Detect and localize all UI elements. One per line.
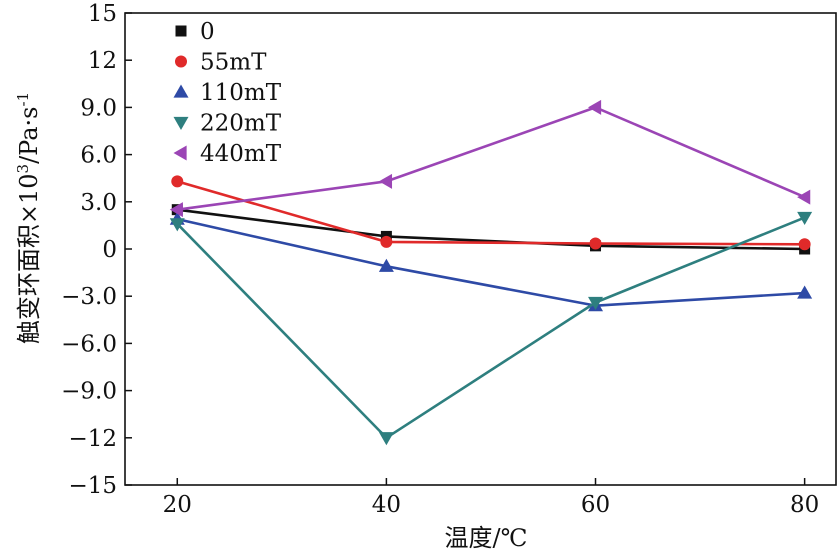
data-point: [378, 432, 394, 446]
y-tick-label: 3.0: [80, 190, 117, 216]
ticks: −15 −12 −9.0 −6.0 −3.0 0 3.0 6.0 9.0 12 15 20 40 60 80: [61, 1, 819, 518]
data-point: [798, 238, 811, 251]
series-line: [177, 208, 805, 251]
y-tick-label: −3.0: [61, 284, 117, 310]
x-axis-title: 温度/℃: [445, 524, 528, 552]
series-line: [176, 217, 805, 307]
y-tick-label: −6.0: [61, 331, 117, 357]
legend-label: 0: [200, 19, 215, 45]
y-axis-title-sup1: 3: [14, 164, 32, 174]
series-110mT: [169, 211, 813, 312]
data-point: [169, 218, 185, 232]
y-tick-label: 6.0: [80, 143, 117, 169]
legend-item: 110mT: [173, 80, 282, 106]
y-tick-label: 0: [102, 237, 117, 263]
data-point: [797, 285, 813, 299]
y-tick-label: 12: [88, 48, 117, 74]
data-point: [171, 175, 184, 188]
legend-label: 110mT: [200, 80, 282, 106]
y-tick-label: −9.0: [61, 379, 117, 405]
data-point: [797, 211, 813, 226]
y-tick-label: 9.0: [80, 95, 117, 121]
x-tick-label: 20: [163, 492, 192, 518]
series-55mT: [171, 175, 811, 251]
series-layer: [169, 99, 813, 446]
y-axis-title: 触变环面积×103/Pa·s-1: [14, 92, 43, 344]
series-0: [171, 204, 811, 255]
legend-marker: [173, 145, 187, 161]
y-tick-label: −12: [68, 426, 117, 452]
legend-item: 0: [175, 19, 215, 45]
x-tick-label: 60: [581, 492, 610, 518]
legend-item: 440mT: [173, 141, 282, 167]
legend: 0 55mT 110mT 220mT 440mT: [173, 19, 282, 167]
legend-label: 55mT: [200, 50, 267, 76]
legend-marker: [175, 25, 187, 37]
legend-item: 55mT: [175, 50, 267, 76]
x-tick-label: 40: [372, 492, 401, 518]
legend-marker: [173, 84, 189, 98]
y-tick-label: −15: [68, 473, 117, 499]
x-tick-label: 80: [790, 492, 819, 518]
series-line: [176, 216, 806, 440]
data-point: [378, 173, 393, 189]
y-axis-title-sup2: -1: [14, 92, 32, 107]
series-440mT: [169, 99, 811, 218]
y-tick-label: 15: [88, 1, 117, 27]
legend-marker: [175, 55, 187, 68]
legend-label: 440mT: [200, 141, 282, 167]
legend-marker: [173, 116, 189, 130]
series-line: [176, 180, 805, 246]
data-point: [380, 235, 393, 248]
data-point: [169, 202, 183, 218]
legend-label: 220mT: [200, 111, 282, 137]
data-point: [588, 99, 602, 115]
y-axis-title-unit: /Pa·s: [15, 107, 43, 164]
data-point: [378, 258, 394, 272]
legend-item: 220mT: [173, 111, 282, 137]
data-point: [589, 237, 602, 250]
data-point: [797, 189, 811, 205]
y-axis-title-main: 触变环面积×10: [15, 173, 43, 344]
series-220mT: [169, 211, 813, 446]
data-point: [588, 296, 604, 310]
series-line: [177, 106, 806, 211]
